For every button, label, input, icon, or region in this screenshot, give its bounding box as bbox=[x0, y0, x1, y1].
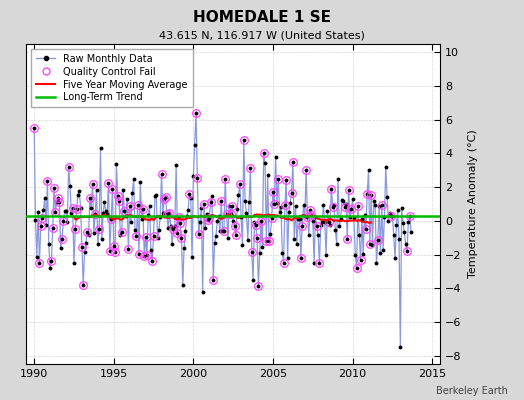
Text: 43.615 N, 116.917 W (United States): 43.615 N, 116.917 W (United States) bbox=[159, 30, 365, 40]
Y-axis label: Temperature Anomaly (°C): Temperature Anomaly (°C) bbox=[468, 130, 478, 278]
Legend: Raw Monthly Data, Quality Control Fail, Five Year Moving Average, Long-Term Tren: Raw Monthly Data, Quality Control Fail, … bbox=[31, 49, 192, 107]
Text: Berkeley Earth: Berkeley Earth bbox=[436, 386, 508, 396]
Text: HOMEDALE 1 SE: HOMEDALE 1 SE bbox=[193, 10, 331, 25]
